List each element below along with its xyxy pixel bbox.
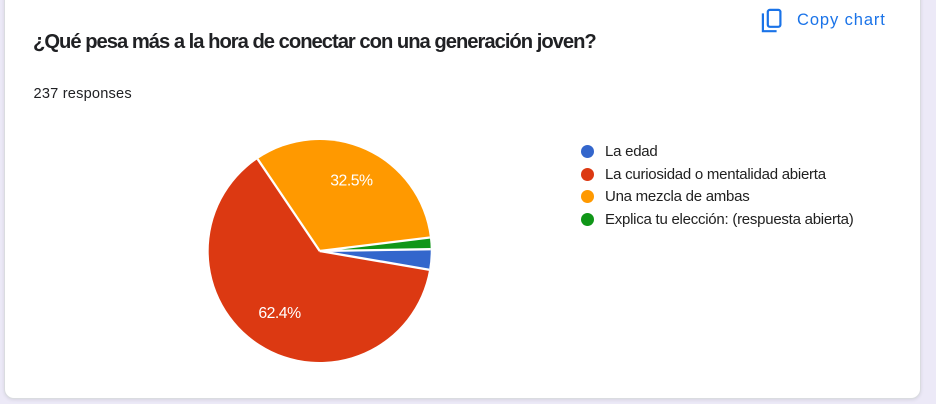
svg-text:32.5%: 32.5%: [330, 173, 373, 190]
svg-text:62.4%: 62.4%: [258, 305, 301, 322]
